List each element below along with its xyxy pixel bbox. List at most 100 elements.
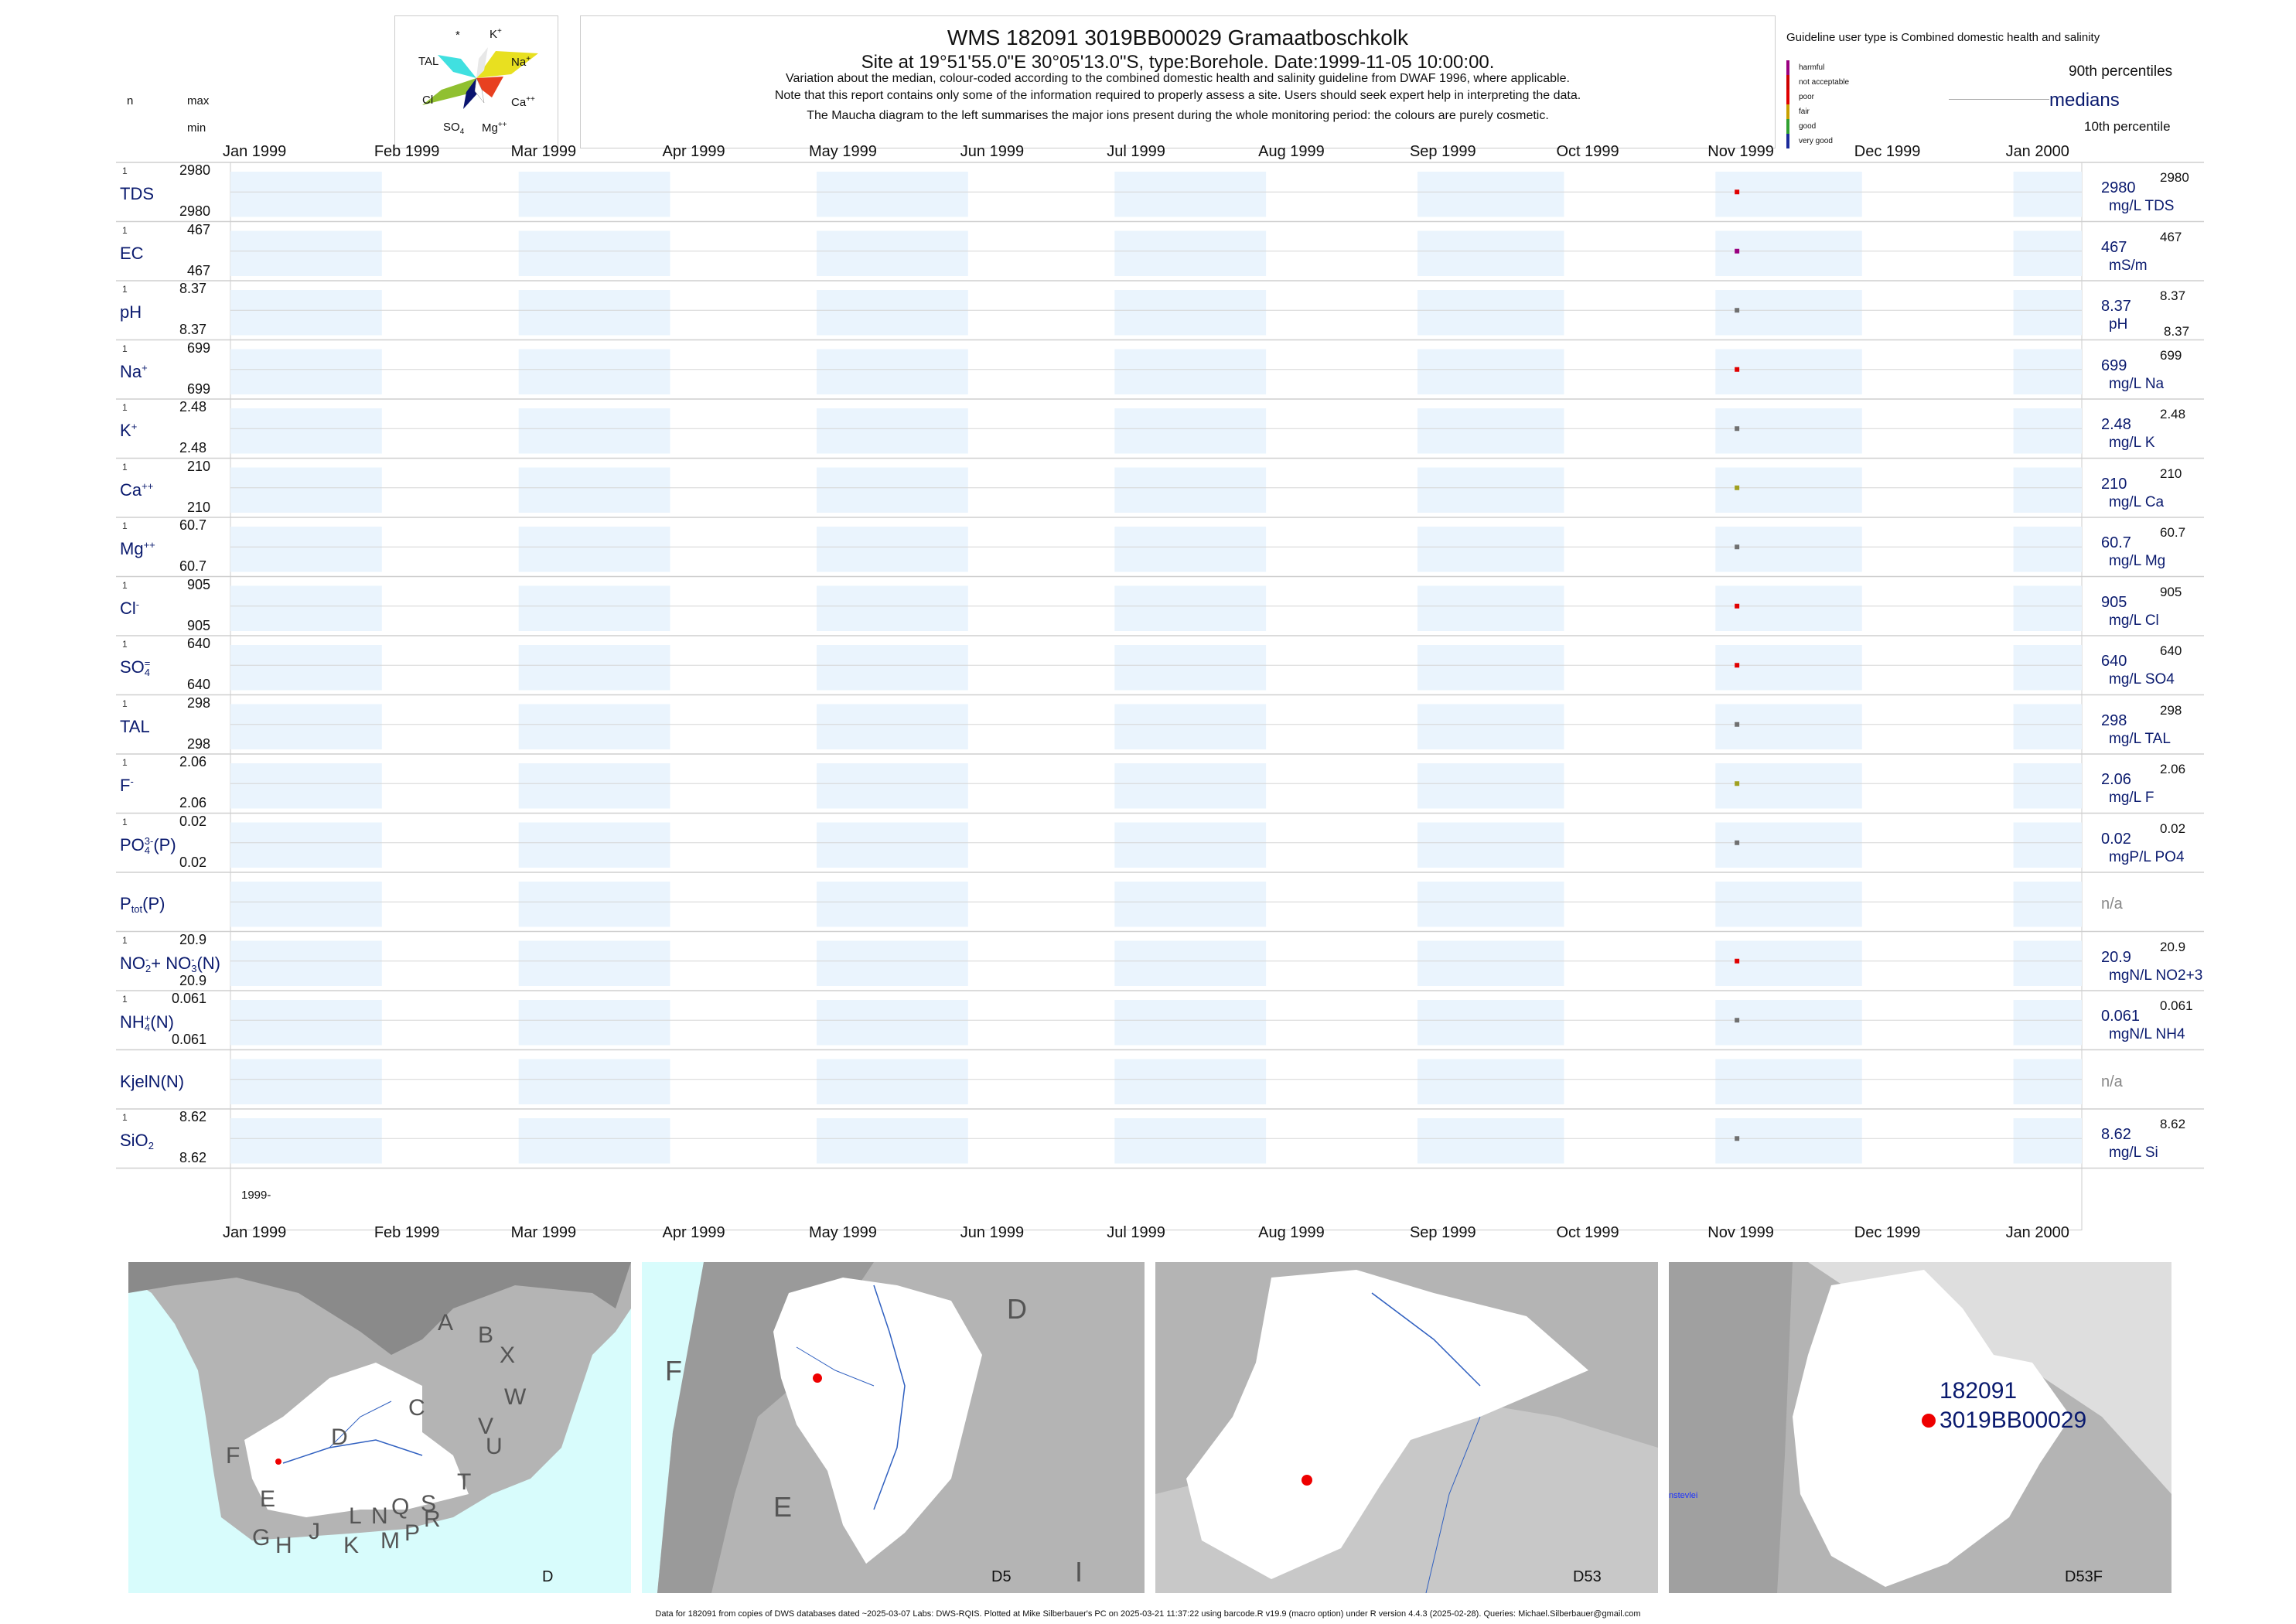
region-label: Q xyxy=(391,1494,410,1520)
month-band xyxy=(816,1118,968,1164)
data-point xyxy=(1735,485,1740,490)
month-band xyxy=(816,408,968,454)
right-max-value: 640 xyxy=(2160,643,2182,658)
median-value: 2.06 xyxy=(2101,771,2131,788)
month-band xyxy=(1114,704,1267,749)
month-label-bottom: Jun 1999 xyxy=(960,1223,1025,1241)
month-band xyxy=(1114,290,1267,336)
month-band xyxy=(816,172,968,217)
region-label: U xyxy=(486,1434,503,1459)
month-band xyxy=(1715,645,1862,691)
region-label: F xyxy=(226,1443,241,1469)
unit-label: mg/L SO4 xyxy=(2109,671,2175,687)
month-band xyxy=(1417,940,1564,986)
month-band xyxy=(1417,172,1564,217)
month-band xyxy=(1417,822,1564,868)
page-subtitle: Site at 19°51'55.0"E 30°05'13.0"S, type:… xyxy=(861,52,1495,73)
region-label: K xyxy=(343,1533,360,1558)
median-value: 2.48 xyxy=(2101,416,2131,433)
median-value: 298 xyxy=(2101,711,2127,729)
footer-note: Data for 182091 from copies of DWS datab… xyxy=(655,1609,1641,1619)
month-band xyxy=(1715,882,1862,927)
median-value: 20.9 xyxy=(2101,948,2131,966)
month-band xyxy=(518,1118,670,1164)
month-band xyxy=(1114,940,1267,986)
chart-labels: Jan 1999 Jan 1999 Feb 1999 Feb 1999 Mar 1999… xyxy=(120,143,2202,1241)
map-river xyxy=(873,1285,906,1510)
legend-class-label: poor xyxy=(1799,93,1815,101)
unit-label: mg/L TDS xyxy=(2109,198,2175,214)
region-label: C xyxy=(408,1395,425,1421)
region-label: E xyxy=(260,1486,276,1512)
parameter-label: K + xyxy=(120,421,138,440)
map-river xyxy=(1425,1416,1481,1593)
month-band xyxy=(518,940,670,986)
month-band xyxy=(518,290,670,336)
region-label: E xyxy=(773,1491,793,1523)
month-band xyxy=(816,585,968,631)
month-band xyxy=(2013,763,2082,809)
month-band xyxy=(1715,349,1862,394)
unit-label: mS/m xyxy=(2109,257,2148,274)
month-band xyxy=(1715,1118,1862,1164)
month-band xyxy=(816,645,968,691)
region-label: W xyxy=(504,1384,527,1410)
row-min: 640 xyxy=(187,677,211,692)
count-n: 1 xyxy=(122,816,128,827)
month-band xyxy=(1417,290,1564,336)
parameter-label: F- xyxy=(120,776,134,795)
region-label: P xyxy=(404,1520,421,1546)
unit-label: mgN/L NH4 xyxy=(2109,1026,2185,1042)
legend-p10: 10th percentile xyxy=(2084,119,2171,134)
month-band xyxy=(518,763,670,809)
maucha-star-label: * xyxy=(455,29,460,42)
row-max: 298 xyxy=(187,694,211,711)
legend-class-label: good xyxy=(1799,122,1817,131)
month-band xyxy=(518,349,670,394)
count-n: 1 xyxy=(122,224,128,236)
month-band xyxy=(2013,230,2082,276)
region-label: J xyxy=(309,1519,320,1544)
month-band xyxy=(230,1059,382,1104)
month-band xyxy=(1715,585,1862,631)
unit-label: mg/L Ca xyxy=(2109,493,2165,510)
map-catchment-d53f xyxy=(1793,1270,2071,1587)
region-label: X xyxy=(500,1343,516,1368)
month-band xyxy=(1417,585,1564,631)
month-band xyxy=(230,882,382,927)
month-band xyxy=(1715,527,1862,572)
note-3: The Maucha diagram to the left summarise… xyxy=(807,109,1549,122)
month-band xyxy=(230,408,382,454)
map-catchment-d xyxy=(244,1363,469,1517)
region-label: B xyxy=(478,1322,494,1348)
month-band xyxy=(1715,822,1862,868)
title-box: WMS 182091 3019BB00029 Gramaatboschkolk … xyxy=(580,15,1776,148)
month-label-top: Jul 1999 xyxy=(1107,143,1165,160)
map-panel-label: D53F xyxy=(2065,1568,2103,1585)
region-label: D xyxy=(1007,1293,1027,1325)
data-point xyxy=(1735,544,1740,550)
legend-class-swatch xyxy=(1786,119,1789,134)
median-value: 699 xyxy=(2101,357,2127,374)
month-label-bottom: Jan 1999 xyxy=(223,1223,287,1241)
right-max-value: 210 xyxy=(2160,466,2182,481)
map-panel-label: D53 xyxy=(1573,1568,1602,1585)
row-min: 905 xyxy=(187,617,211,633)
month-label-top: Jan 1999 xyxy=(223,143,287,160)
region-label: I xyxy=(1075,1556,1083,1588)
parameter-label: TAL xyxy=(120,716,150,736)
month-band xyxy=(1417,349,1564,394)
row-min: 8.37 xyxy=(179,322,207,337)
month-band xyxy=(2013,1000,2082,1046)
month-band xyxy=(1114,467,1267,513)
month-band xyxy=(816,704,968,749)
count-n: 1 xyxy=(122,757,128,768)
right-max-value: 8.62 xyxy=(2160,1117,2186,1131)
count-n: 1 xyxy=(122,402,128,413)
month-label-bottom: May 1999 xyxy=(808,1223,877,1241)
data-point xyxy=(1735,603,1740,609)
month-band xyxy=(2013,585,2082,631)
region-label: N xyxy=(371,1503,388,1529)
map-place-label: nstevlei xyxy=(1669,1491,1698,1500)
month-label-bottom: Feb 1999 xyxy=(374,1223,440,1241)
